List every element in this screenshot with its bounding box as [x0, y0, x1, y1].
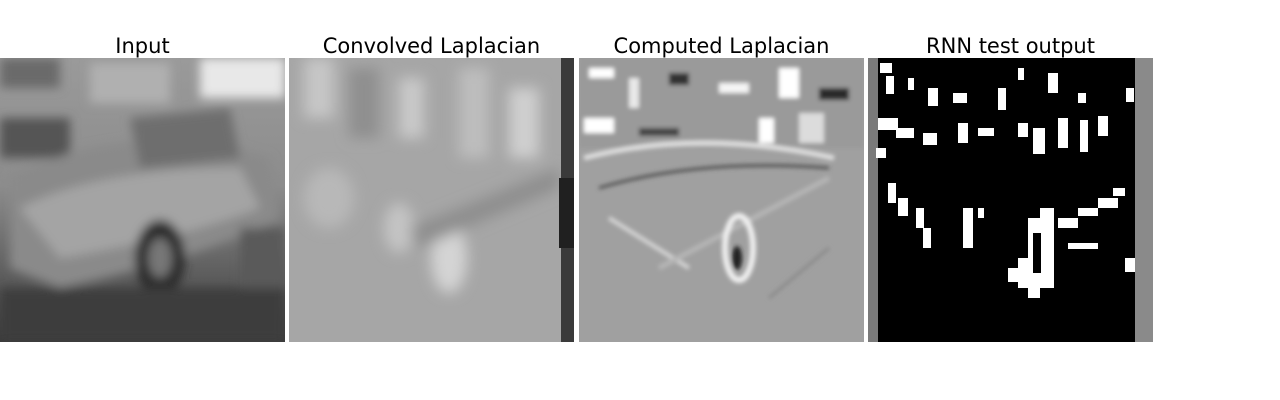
panel-title-rnn: RNN test output — [926, 34, 1095, 58]
panel-title-input: Input — [115, 34, 170, 58]
panel-rnn: RNN test output — [868, 0, 1153, 400]
computed-laplacian-image — [579, 58, 864, 342]
panel-computed: Computed Laplacian — [579, 0, 864, 400]
panel-convolved: Convolved Laplacian — [289, 0, 574, 400]
input-image — [0, 58, 285, 342]
panel-input: Input — [0, 0, 285, 400]
panel-title-convolved: Convolved Laplacian — [322, 34, 541, 58]
rnn-output-image — [868, 58, 1153, 342]
panel-title-computed: Computed Laplacian — [613, 34, 830, 58]
convolved-laplacian-image — [289, 58, 574, 342]
